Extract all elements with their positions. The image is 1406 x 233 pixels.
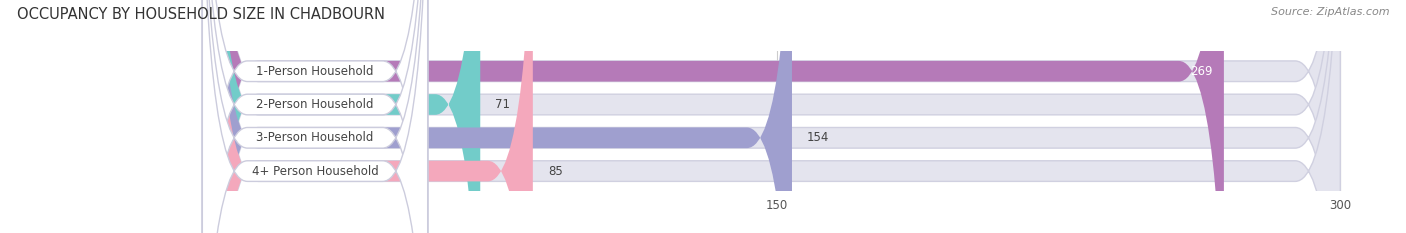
FancyBboxPatch shape <box>214 0 1223 233</box>
Text: 154: 154 <box>807 131 830 144</box>
Text: OCCUPANCY BY HOUSEHOLD SIZE IN CHADBOURN: OCCUPANCY BY HOUSEHOLD SIZE IN CHADBOURN <box>17 7 385 22</box>
FancyBboxPatch shape <box>214 0 1340 233</box>
FancyBboxPatch shape <box>214 0 792 233</box>
FancyBboxPatch shape <box>214 0 481 233</box>
FancyBboxPatch shape <box>202 0 427 233</box>
Text: 85: 85 <box>548 164 562 178</box>
FancyBboxPatch shape <box>214 0 1340 233</box>
Text: 3-Person Household: 3-Person Household <box>256 131 374 144</box>
FancyBboxPatch shape <box>202 0 427 233</box>
Text: Source: ZipAtlas.com: Source: ZipAtlas.com <box>1271 7 1389 17</box>
FancyBboxPatch shape <box>202 0 427 233</box>
FancyBboxPatch shape <box>214 0 1340 233</box>
Text: 2-Person Household: 2-Person Household <box>256 98 374 111</box>
FancyBboxPatch shape <box>214 0 533 233</box>
Text: 4+ Person Household: 4+ Person Household <box>252 164 378 178</box>
FancyBboxPatch shape <box>202 0 427 233</box>
Text: 1-Person Household: 1-Person Household <box>256 65 374 78</box>
Text: 71: 71 <box>495 98 510 111</box>
FancyBboxPatch shape <box>214 0 1340 233</box>
Text: 269: 269 <box>1189 65 1212 78</box>
